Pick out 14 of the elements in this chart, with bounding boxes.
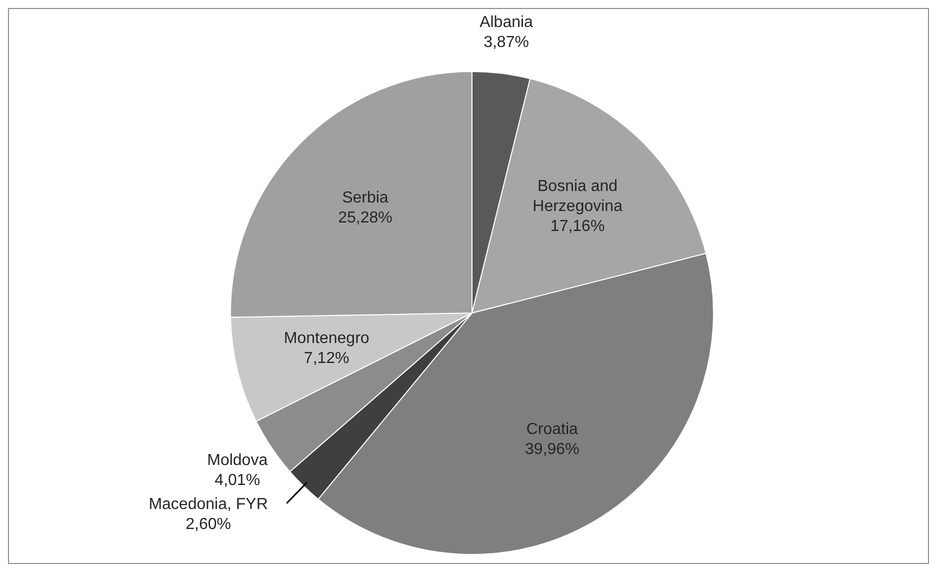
data-label: 17,16% <box>550 218 605 236</box>
data-label: 25,28% <box>338 209 392 226</box>
slice-label: Moldova <box>207 452 268 469</box>
data-label: 39,96% <box>525 440 580 458</box>
slice-label: Croatia <box>526 420 578 438</box>
data-label: 7,12% <box>304 350 350 368</box>
data-label: 4,01% <box>214 472 260 489</box>
slice-label: Bosnia and Herzegovina <box>532 178 623 216</box>
slice-label: Montenegro <box>284 330 370 348</box>
slice-label: Serbia <box>342 189 388 206</box>
data-label: 3,87% <box>484 34 529 51</box>
slice-label: Macedonia, FYR <box>148 496 268 514</box>
slice-label: Albania <box>480 14 534 31</box>
data-label: 2,60% <box>186 516 231 534</box>
